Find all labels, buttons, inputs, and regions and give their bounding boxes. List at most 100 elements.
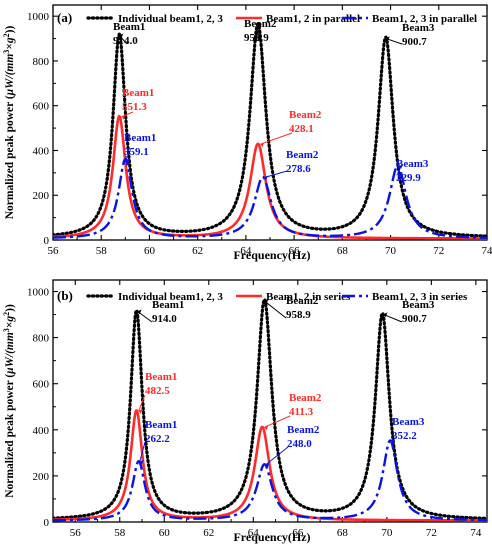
annotation-name: Beam2 [286, 149, 319, 161]
y-tick-label: 400 [33, 425, 50, 437]
x-tick-label: 64 [240, 245, 252, 257]
series-line-1 [53, 297, 487, 520]
annotation-arrowhead [119, 33, 124, 39]
annotation-name: Beam2 [286, 295, 319, 307]
y-tick-label: 200 [33, 190, 50, 202]
annotation-arrowhead [265, 462, 270, 468]
x-tick-label: 72 [433, 245, 444, 257]
x-tick-label: 68 [337, 527, 349, 539]
annotation-name: Beam1 [124, 132, 156, 144]
annotation-name: Beam2 [289, 109, 322, 121]
legend-label-2: Beam1, 2 in parallel [266, 13, 360, 25]
y-tick-label: 200 [33, 471, 50, 483]
annotation-value: 248.0 [287, 438, 312, 450]
annotation-value: 428.1 [289, 123, 314, 135]
x-axis-title: Frequency(Hz) [233, 248, 310, 262]
annotation-arrow [383, 313, 403, 323]
y-tick-label: 0 [44, 235, 50, 247]
annotation-arrowhead [126, 157, 131, 163]
annotation-arrowhead [260, 142, 265, 148]
annotation-arrowhead [137, 309, 142, 315]
y-tick-label: 1000 [27, 11, 50, 23]
annotation-name: Beam2 [289, 392, 322, 404]
annotation-arrowhead [139, 459, 144, 465]
annotation-arrowhead [391, 438, 396, 444]
x-tick-label: 58 [96, 245, 108, 257]
annotation-value: 359.1 [124, 146, 149, 158]
x-axis-title: Frequency(Hz) [233, 530, 310, 544]
x-tick-label: 62 [203, 527, 214, 539]
annotation-arrowhead [383, 312, 388, 318]
x-tick-label: 70 [381, 527, 393, 539]
panel-label: (b) [57, 288, 73, 303]
annotation-name: Beam1 [122, 87, 154, 99]
x-tick-label: 66 [292, 527, 304, 539]
annotation-arrowhead [257, 23, 262, 29]
annotation-name: Beam1 [152, 299, 184, 311]
annotation-arrow [264, 415, 291, 428]
x-tick-label: 74 [482, 245, 492, 257]
series-line-2 [53, 409, 487, 522]
annotation-value: 551.3 [122, 101, 147, 113]
x-tick-label: 70 [385, 245, 397, 257]
annotation-value: 914.0 [152, 313, 177, 325]
y-tick-label: 800 [33, 56, 50, 68]
annotation-name: Beam2 [287, 424, 320, 436]
annotation-name: Beam3 [392, 416, 425, 428]
annotation-name: Beam2 [244, 18, 277, 30]
annotation-arrowhead [138, 408, 143, 414]
x-tick-label: 74 [470, 527, 482, 539]
annotation-name: Beam3 [402, 299, 435, 311]
series-group [53, 297, 487, 522]
annotation-arrowhead [385, 36, 390, 42]
annotation-arrowhead [121, 114, 126, 120]
annotation-value: 278.6 [286, 163, 311, 175]
x-tick-label: 60 [144, 245, 156, 257]
y-tick-label: 0 [44, 517, 50, 529]
annotation-value: 262.2 [145, 433, 170, 445]
annotation-name: Beam1 [145, 419, 177, 431]
annotation-name: Beam3 [402, 22, 435, 34]
series-line-3 [53, 439, 487, 522]
legend-label-3: Beam1, 2, 3 in parallel [372, 13, 477, 25]
annotation-arrow [390, 438, 394, 442]
y-axis-title: Normalized peak power (μW/(mm3×g2)) [2, 26, 16, 220]
annotation-arrowhead [264, 425, 269, 431]
x-tick-label: 62 [192, 245, 203, 257]
x-tick-label: 58 [114, 527, 126, 539]
annotation-value: 352.2 [392, 430, 417, 442]
panel-label: (a) [57, 10, 72, 25]
annotation-value: 958.9 [244, 32, 269, 44]
x-tick-label: 64 [248, 527, 260, 539]
x-tick-label: 72 [426, 527, 437, 539]
legend-label-1: Individual beam1, 2, 3 [118, 13, 223, 25]
x-tick-label: 66 [289, 245, 301, 257]
annotation-arrow [260, 132, 293, 145]
chart-panel-a: 56 58 60 62 64 66 68 70 72 74 0 200 400 600 800 1000 Fre… [2, 4, 492, 262]
annotation-arrow [264, 300, 287, 319]
annotation-arrow [138, 394, 146, 411]
annotation-value: 329.9 [396, 172, 421, 184]
y-tick-label: 600 [33, 101, 50, 113]
annotation-name: Beam1 [145, 371, 177, 383]
annotation-arrowhead [263, 175, 268, 181]
annotation-arrowhead [398, 164, 403, 170]
series-line-3 [53, 158, 487, 239]
y-tick-label: 1000 [27, 287, 50, 299]
annotation-name: Beam1 [113, 21, 145, 33]
annotation-arrow [125, 155, 128, 160]
x-tick-label: 68 [337, 245, 349, 257]
annotation-value: 900.7 [402, 313, 427, 325]
annotation-value: 482.5 [145, 385, 170, 397]
annotation-arrow [139, 441, 146, 462]
y-tick-label: 400 [33, 145, 50, 157]
x-tick-label: 56 [70, 527, 82, 539]
annotation-name: Beam3 [396, 158, 429, 170]
y-tick-label: 800 [33, 333, 50, 345]
x-tick-label: 60 [159, 527, 171, 539]
y-axis-title: Normalized peak power (μW/(mm3×g2)) [2, 304, 16, 498]
legend-label-3: Beam1, 2, 3 in series [372, 291, 468, 303]
annotation-arrow [263, 170, 288, 179]
annotation-value: 411.3 [289, 406, 314, 418]
annotation-value: 914.0 [113, 35, 138, 47]
